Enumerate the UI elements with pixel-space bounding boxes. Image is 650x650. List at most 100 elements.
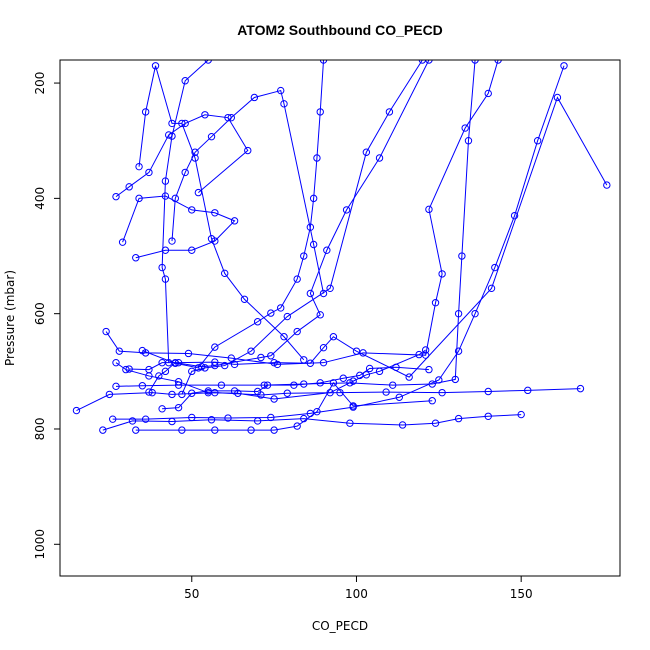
data-point [138,382,147,390]
y-axis-label: Pressure (mbar) [3,270,17,366]
data-point [313,154,321,162]
data-point [438,388,446,397]
data-point [533,137,542,145]
plot-area [72,60,611,434]
data-point [165,358,173,367]
data-point [221,269,229,278]
data-point [428,380,436,388]
data-point [240,295,249,303]
data-point [188,206,196,214]
series-line [148,60,430,393]
y-tick-label: 1000 [33,529,47,560]
data-point [221,361,229,370]
data-point [253,318,262,326]
y-tick-label: 600 [33,302,47,325]
data-point [207,132,216,141]
data-point [181,77,189,85]
data-point [217,381,226,389]
data-point [487,284,496,293]
series-3 [109,62,568,423]
data-point [471,309,479,318]
data-point [392,363,400,371]
data-point [336,388,344,397]
data-point [270,395,278,403]
data-point [382,388,390,396]
series-line [102,414,522,431]
data-point [339,374,347,382]
data-point [458,252,466,260]
data-point [576,384,585,393]
data-point [125,365,133,373]
data-point [181,168,189,177]
data-point [125,183,133,191]
data-point [224,414,232,422]
data-point [395,393,403,401]
x-tick-label: 150 [510,587,533,601]
data-point [188,389,196,397]
data-point [398,421,407,429]
data-point [316,311,324,319]
data-point [141,108,150,116]
data-point [204,60,212,64]
data-point [451,375,459,384]
series-line [105,60,499,365]
data-point [342,206,351,214]
data-point [425,365,433,374]
data-point [135,194,143,203]
data-point [349,402,357,410]
data-point [184,349,193,358]
data-point [319,343,328,352]
data-point [454,347,463,355]
y-tick-label: 200 [33,72,47,95]
data-point [267,413,275,422]
series-10 [125,93,611,381]
data-point [405,373,413,381]
data-point [99,426,107,434]
data-point [247,347,255,355]
data-point [211,361,219,370]
data-point [300,356,308,364]
data-point [178,119,186,128]
data-point [283,312,291,321]
data-point [230,387,239,395]
data-point [161,177,170,185]
data-point [267,352,275,360]
data-point [201,364,209,372]
data-point [319,60,328,64]
data-point [102,327,110,336]
data-point [115,347,123,355]
data-point [349,377,357,385]
data-point [207,235,216,243]
data-point [145,388,153,396]
data-point [283,389,291,397]
data-point [425,60,433,64]
series-line [181,60,423,395]
data-point [365,364,374,373]
data-point [319,289,328,298]
data-point [316,108,324,116]
data-point [385,108,394,116]
series-line [122,195,236,259]
series-12 [145,60,433,396]
series-13 [138,60,328,372]
data-point [319,358,328,367]
data-point [323,246,331,254]
data-point [524,386,532,395]
data-point [161,275,170,283]
data-point [313,407,321,416]
data-point [326,284,334,293]
y-tick-label: 400 [33,187,47,210]
data-point [230,360,239,369]
data-point [270,426,278,434]
data-point [227,354,235,362]
x-axis-label: CO_PECD [312,619,368,633]
series-15 [168,86,328,298]
data-point [109,415,117,423]
data-point [112,358,120,367]
data-point [293,275,301,283]
data-point [431,419,440,427]
data-point [491,263,499,272]
y-tick-label: 800 [33,418,47,441]
data-point [211,209,219,217]
